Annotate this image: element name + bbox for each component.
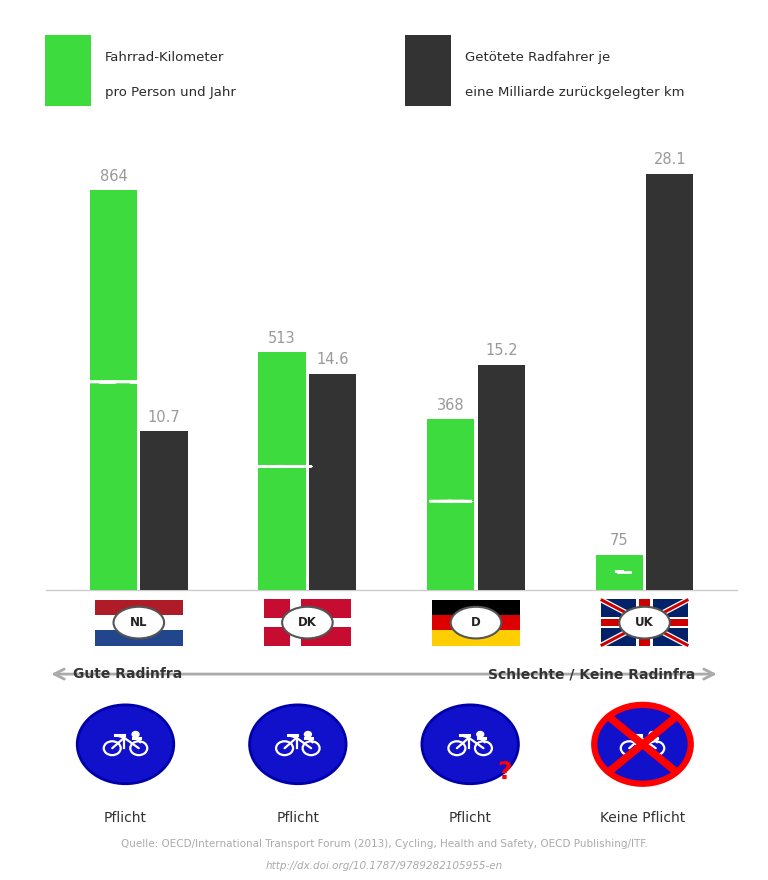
Text: Quelle: OECD/International Transport Forum (2013), Cycling, Health and Safety, O: Quelle: OECD/International Transport For… [121, 839, 647, 849]
Bar [432, 599, 520, 615]
Text: Fahrrad-Kilometer: Fahrrad-Kilometer [105, 51, 224, 64]
Text: NL: NL [130, 616, 147, 629]
Text: 75: 75 [610, 533, 628, 548]
Text: Schlechte / Keine Radinfra: Schlechte / Keine Radinfra [488, 667, 695, 681]
Ellipse shape [114, 607, 164, 639]
Bar [263, 599, 351, 646]
Bar [432, 615, 520, 630]
Bar [596, 555, 643, 590]
Bar [432, 630, 520, 646]
Text: DK: DK [298, 616, 317, 629]
Text: Pflicht: Pflicht [449, 810, 492, 825]
Text: Gute Radinfra: Gute Radinfra [73, 667, 182, 681]
Bar [95, 630, 183, 646]
Text: http://dx.doi.org/10.1787/9789282105955-en: http://dx.doi.org/10.1787/9789282105955-… [266, 861, 502, 871]
Circle shape [250, 705, 346, 784]
Bar [646, 173, 694, 590]
Bar [639, 599, 650, 646]
Circle shape [422, 705, 518, 784]
Text: ?: ? [498, 760, 512, 784]
Text: 14.6: 14.6 [316, 352, 349, 367]
Text: Getötete Radfahrer je: Getötete Radfahrer je [465, 51, 611, 64]
Ellipse shape [451, 607, 502, 639]
Bar [45, 35, 91, 106]
Bar [90, 190, 137, 590]
Text: 28.1: 28.1 [654, 152, 686, 167]
Circle shape [649, 731, 656, 737]
Bar [141, 431, 187, 590]
Bar [601, 599, 688, 646]
Text: 864: 864 [100, 169, 127, 184]
Ellipse shape [619, 607, 670, 639]
Text: Pflicht: Pflicht [276, 810, 319, 825]
Bar [478, 364, 525, 590]
Circle shape [304, 731, 311, 737]
Text: Pflicht: Pflicht [104, 810, 147, 825]
Bar [95, 599, 183, 615]
Text: UK: UK [635, 616, 654, 629]
Text: 10.7: 10.7 [147, 410, 180, 425]
Text: Keine Pflicht: Keine Pflicht [600, 810, 685, 825]
Circle shape [78, 705, 174, 784]
Text: pro Person und Jahr: pro Person und Jahr [105, 86, 236, 99]
Bar [290, 599, 301, 646]
Bar [427, 420, 475, 590]
Bar [601, 617, 688, 628]
Bar [406, 35, 451, 106]
Text: eine Milliarde zurückgelegter km: eine Milliarde zurückgelegter km [465, 86, 685, 99]
Circle shape [594, 705, 690, 784]
Bar [263, 619, 351, 627]
Bar [601, 619, 688, 627]
Circle shape [477, 731, 484, 737]
Ellipse shape [282, 607, 333, 639]
Bar [95, 615, 183, 630]
Text: 368: 368 [437, 398, 465, 413]
Bar [636, 599, 654, 646]
Circle shape [132, 731, 139, 737]
Text: 513: 513 [268, 331, 296, 346]
Text: D: D [471, 616, 481, 629]
Bar [259, 352, 306, 590]
Text: 15.2: 15.2 [485, 343, 518, 358]
Bar [309, 373, 356, 590]
